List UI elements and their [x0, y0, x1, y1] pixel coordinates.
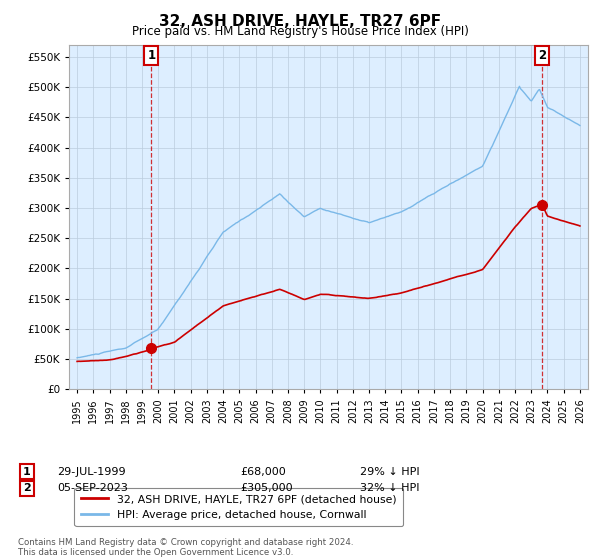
Text: 2: 2: [538, 49, 547, 62]
Text: £68,000: £68,000: [240, 466, 286, 477]
Text: 2: 2: [23, 483, 31, 493]
Text: 32% ↓ HPI: 32% ↓ HPI: [360, 483, 419, 493]
Text: 29-JUL-1999: 29-JUL-1999: [57, 466, 125, 477]
Text: Price paid vs. HM Land Registry's House Price Index (HPI): Price paid vs. HM Land Registry's House …: [131, 25, 469, 38]
Text: Contains HM Land Registry data © Crown copyright and database right 2024.
This d: Contains HM Land Registry data © Crown c…: [18, 538, 353, 557]
Text: 1: 1: [23, 466, 31, 477]
Text: 1: 1: [148, 49, 155, 62]
Text: £305,000: £305,000: [240, 483, 293, 493]
Text: 05-SEP-2023: 05-SEP-2023: [57, 483, 128, 493]
Text: 29% ↓ HPI: 29% ↓ HPI: [360, 466, 419, 477]
Text: 32, ASH DRIVE, HAYLE, TR27 6PF: 32, ASH DRIVE, HAYLE, TR27 6PF: [159, 14, 441, 29]
Legend: 32, ASH DRIVE, HAYLE, TR27 6PF (detached house), HPI: Average price, detached ho: 32, ASH DRIVE, HAYLE, TR27 6PF (detached…: [74, 488, 403, 526]
